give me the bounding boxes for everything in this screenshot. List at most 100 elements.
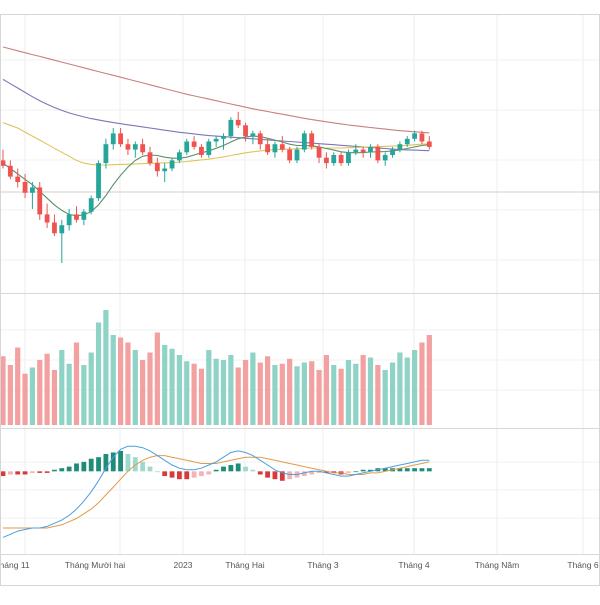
macd-line: [2, 445, 430, 538]
volume-bar: [235, 367, 241, 425]
macd-histogram-bar: [250, 469, 256, 472]
macd-histogram-bar: [221, 466, 226, 472]
candle-body: [331, 155, 337, 164]
volume-bar: [345, 360, 352, 425]
macd-histogram-bar: [37, 471, 43, 473]
volume-bar: [132, 350, 138, 425]
candle: [191, 136, 197, 150]
volume-bar: [15, 347, 21, 425]
candle-body: [110, 133, 116, 145]
volume-bar: [338, 368, 344, 425]
macd-histogram-bar: [404, 468, 410, 472]
candle-body: [88, 198, 94, 212]
candle: [346, 149, 351, 166]
macd-histogram-bar: [324, 471, 329, 473]
candle-body: [59, 225, 65, 234]
volume-bar: [162, 345, 168, 425]
volume-bar: [198, 368, 205, 425]
candle-body: [294, 149, 300, 161]
candle: [7, 160, 13, 180]
volume-bar: [242, 360, 249, 425]
candle-body: [324, 157, 329, 164]
volume-bar: [367, 357, 374, 425]
candle-body: [74, 214, 79, 220]
ma-long-line: [2, 46, 430, 134]
volume-bar: [176, 355, 182, 425]
volume-bar: [59, 350, 65, 425]
volume-bar: [279, 363, 285, 425]
volume-bar: [272, 365, 278, 425]
macd-histogram-bar: [243, 466, 248, 472]
candle-body: [169, 160, 175, 169]
volume-bar: [103, 310, 109, 425]
candle-body: [316, 146, 322, 158]
candle: [287, 146, 293, 164]
candle: [169, 157, 175, 172]
candle-body: [118, 133, 123, 145]
candle-body: [301, 133, 307, 150]
volume-bar: [118, 337, 124, 425]
candle-body: [7, 165, 13, 177]
ma-short-line: [2, 122, 430, 166]
macd-histogram-bar: [272, 471, 278, 480]
candle-body: [228, 119, 234, 137]
volume-bar: [81, 365, 87, 425]
volume-bar: [191, 363, 197, 425]
volume-bar: [88, 352, 94, 425]
candle: [110, 128, 116, 150]
x-tick-label: Tháng 4: [398, 560, 429, 570]
macd-histogram-bar: [412, 468, 417, 472]
x-tick-label: Tháng Mười hai: [65, 560, 126, 570]
candle: [96, 160, 101, 201]
candle-body: [132, 144, 138, 150]
candle: [419, 130, 425, 145]
candle: [15, 168, 21, 188]
candle-body: [154, 163, 160, 172]
volume-bar: [287, 358, 293, 425]
candle-body: [353, 149, 359, 153]
macd-histogram-bar: [191, 471, 197, 478]
candle-body: [44, 214, 50, 223]
candle: [30, 182, 35, 209]
macd-histogram-bar: [316, 471, 322, 473]
macd-histogram-bar: [81, 461, 87, 472]
candle: [390, 146, 395, 158]
volume-bar: [316, 370, 322, 425]
candle-body: [257, 133, 263, 145]
candle-body: [360, 149, 366, 153]
macd-histogram-bar: [147, 466, 153, 472]
macd-histogram-bar: [331, 471, 337, 473]
candle: [294, 146, 300, 164]
candle: [243, 122, 248, 142]
x-tick-label: Tháng Năm: [475, 560, 519, 570]
candle-body: [177, 152, 182, 161]
x-tick-label: 2023: [174, 560, 193, 570]
candle-body: [368, 146, 373, 153]
candle-body: [382, 155, 388, 161]
candle: [301, 130, 307, 153]
volume-bar: [323, 355, 329, 425]
macd-histogram-bar: [132, 457, 138, 472]
grid-layer: [0, 15, 600, 554]
candle: [221, 133, 226, 150]
volume-bar: [301, 362, 307, 425]
candle: [316, 144, 322, 164]
macd-histogram-bar: [360, 469, 366, 472]
x-tick-label: Tháng 11: [0, 560, 30, 570]
candle-body: [199, 146, 204, 155]
volume-bar: [257, 362, 263, 425]
candle-body: [96, 163, 101, 199]
volume-bar: [0, 356, 6, 425]
macd-histogram-bar: [368, 469, 373, 472]
candle-body: [52, 222, 57, 234]
x-tick-label: Tháng Hai: [225, 560, 264, 570]
volume-bar: [140, 360, 146, 425]
candle: [279, 136, 285, 153]
volume-bar: [426, 335, 432, 425]
macd-histogram-bar: [125, 454, 131, 472]
volume-bar: [184, 361, 190, 425]
candle: [338, 152, 344, 166]
x-axis: Tháng 11 Tháng Mười hai 2023 Tháng Hai Tháng…: [0, 560, 599, 570]
